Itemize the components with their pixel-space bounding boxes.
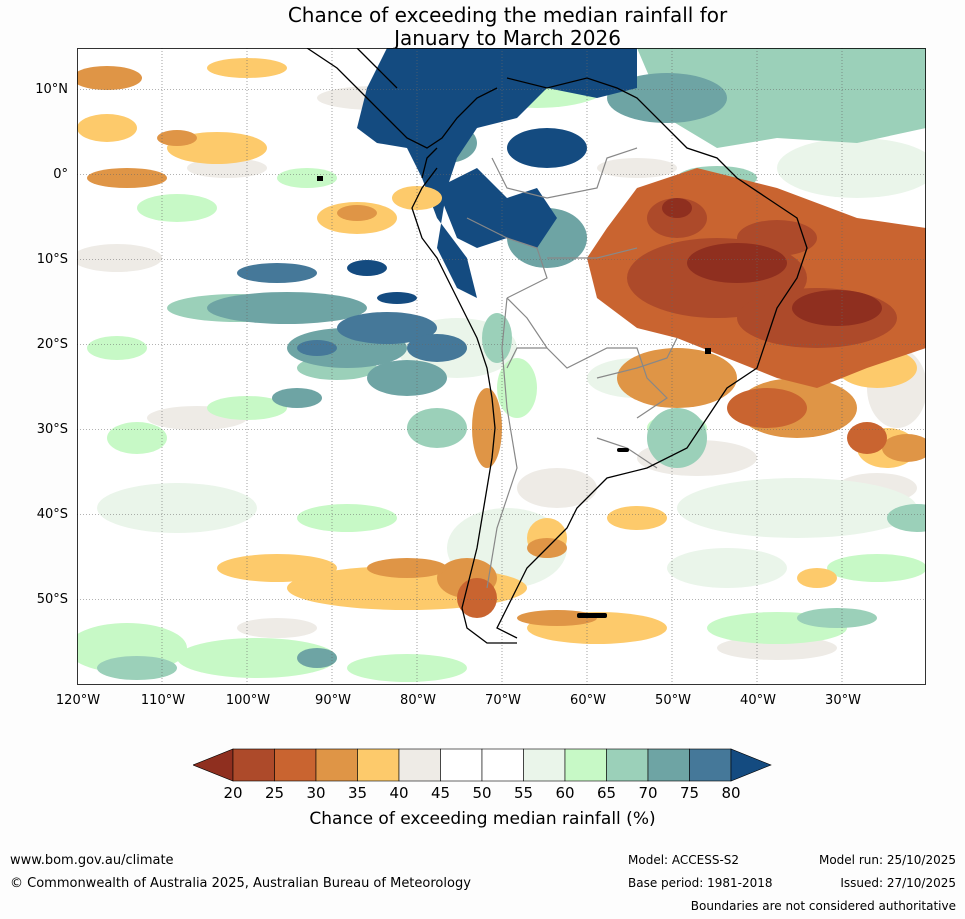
lat-label-10n: 10°N	[35, 82, 68, 97]
copyright-text: © Commonwealth of Australia 2025, Austra…	[10, 876, 471, 891]
colorbar-cell	[398, 748, 441, 782]
country-borders	[466, 147, 678, 589]
colorbar-cell	[232, 748, 275, 782]
title-line-1: Chance of exceeding the median rainfall …	[287, 3, 728, 27]
lat-label-0: 0°	[53, 167, 68, 182]
lon-label-80w: 80°W	[400, 693, 436, 708]
disclaimer-text: Boundaries are not considered authoritat…	[690, 899, 956, 913]
lon-label-60w: 60°W	[570, 693, 606, 708]
cb-tick-20: 20	[223, 784, 243, 802]
lat-label-40s: 40°S	[36, 507, 68, 522]
map-canvas	[77, 48, 926, 685]
lon-label-90w: 90°W	[315, 693, 351, 708]
colorbar-extend-high	[730, 748, 772, 782]
dark-blue-patches	[347, 48, 637, 304]
steel-blue-patches	[237, 263, 467, 362]
coastlines	[306, 48, 808, 644]
colorbar-cell	[689, 748, 732, 782]
colorbar-cell	[523, 748, 566, 782]
lon-label-120w: 120°W	[55, 693, 101, 708]
lat-label-20s: 20°S	[36, 337, 68, 352]
cb-tick-70: 70	[638, 784, 658, 802]
colorbar-extend-low	[193, 748, 234, 782]
cb-tick-50: 50	[472, 784, 492, 802]
lon-label-30w: 30°W	[825, 693, 861, 708]
lat-label-30s: 30°S	[36, 422, 68, 437]
cb-tick-80: 80	[721, 784, 741, 802]
brown-patches	[662, 198, 882, 326]
lon-label-100w: 100°W	[225, 693, 271, 708]
colorbar-cell	[274, 748, 317, 782]
issued-text: Issued: 27/10/2025	[840, 876, 956, 890]
colorbar-cell	[564, 748, 607, 782]
lat-label-50s: 50°S	[36, 592, 68, 607]
colorbar-label: Chance of exceeding median rainfall (%)	[309, 809, 656, 829]
colorbar-cell	[440, 748, 483, 782]
cb-tick-40: 40	[389, 784, 409, 802]
colorbar-cell	[357, 748, 400, 782]
cb-tick-75: 75	[679, 784, 700, 802]
cb-tick-30: 30	[306, 784, 326, 802]
lon-label-40w: 40°W	[740, 693, 776, 708]
islands	[317, 176, 711, 618]
cb-tick-25: 25	[264, 784, 285, 802]
colorbar-cell	[606, 748, 649, 782]
lon-label-50w: 50°W	[655, 693, 691, 708]
base-period-text: Base period: 1981-2018	[628, 876, 773, 890]
model-run-text: Model run: 25/10/2025	[818, 853, 956, 867]
map-frame	[77, 48, 926, 685]
cb-tick-35: 35	[347, 784, 368, 802]
colorbar-cell	[647, 748, 690, 782]
title-line-2: January to March 2026	[394, 26, 621, 50]
model-text: Model: ACCESS-S2	[628, 853, 740, 867]
website-link[interactable]: www.bom.gov.au/climate	[10, 853, 174, 868]
lon-label-70w: 70°W	[485, 693, 521, 708]
colorbar-cell	[481, 748, 524, 782]
map-gridlines	[77, 48, 926, 685]
lon-label-110w: 110°W	[140, 693, 186, 708]
cb-tick-45: 45	[430, 784, 451, 802]
colorbar-cell	[315, 748, 358, 782]
lat-label-10s: 10°S	[36, 252, 68, 267]
cb-tick-60: 60	[555, 784, 575, 802]
cb-tick-55: 55	[513, 784, 534, 802]
map-title: Chance of exceeding the median rainfall …	[0, 4, 965, 50]
colorbar-cells	[193, 748, 772, 782]
rainfall-map[interactable]	[77, 48, 926, 685]
cb-tick-65: 65	[596, 784, 617, 802]
colorbar	[193, 748, 772, 782]
